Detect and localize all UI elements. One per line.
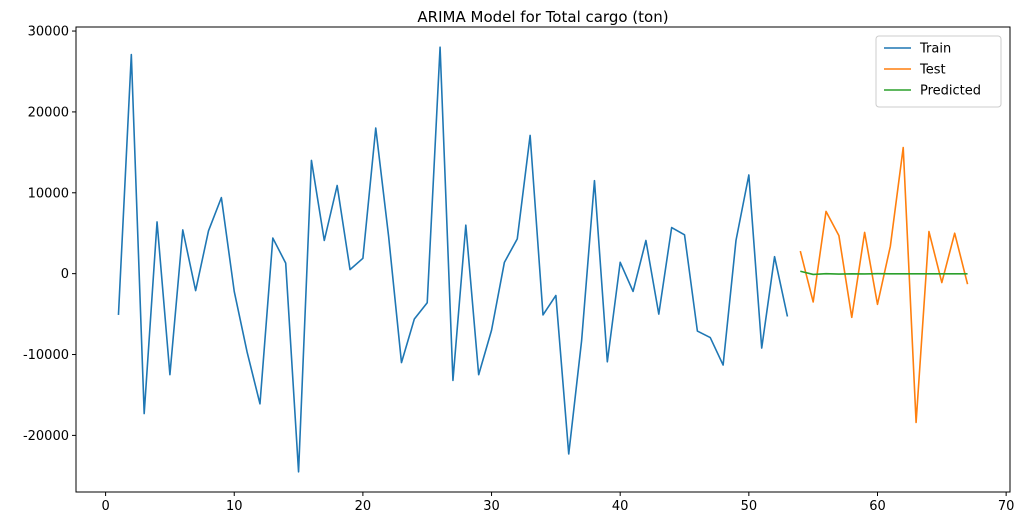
series-line-predicted <box>800 270 968 276</box>
x-axis: 0 10 20 30 40 50 60 70 <box>101 492 1014 514</box>
x-tick-label: 40 <box>612 499 629 514</box>
legend-label-predicted: Predicted <box>920 84 981 99</box>
y-tick-label: 10000 <box>28 186 69 201</box>
legend: Train Test Predicted <box>875 35 1002 108</box>
y-axis: -20000 -10000 0 10000 20000 30000 <box>23 25 76 444</box>
y-tick-label: -10000 <box>23 348 69 363</box>
x-tick-label: 30 <box>483 499 500 514</box>
legend-label-train: Train <box>919 42 951 57</box>
legend-label-test: Test <box>919 63 946 78</box>
x-tick-label: 10 <box>226 499 243 514</box>
y-tick-label: -20000 <box>23 429 69 444</box>
x-tick-label: 70 <box>998 499 1015 514</box>
axes-frame <box>75 26 1011 493</box>
plot-area <box>117 46 969 473</box>
x-tick-label: 60 <box>869 499 886 514</box>
series-line-train <box>117 46 789 473</box>
x-tick-label: 50 <box>741 499 758 514</box>
chart-title: ARIMA Model for Total cargo (ton) <box>417 8 668 26</box>
x-tick-label: 0 <box>101 499 109 514</box>
y-tick-label: 0 <box>61 267 69 282</box>
y-tick-label: 30000 <box>28 25 69 40</box>
x-tick-label: 20 <box>355 499 372 514</box>
y-tick-label: 20000 <box>28 105 69 120</box>
series-line-test <box>799 146 969 424</box>
